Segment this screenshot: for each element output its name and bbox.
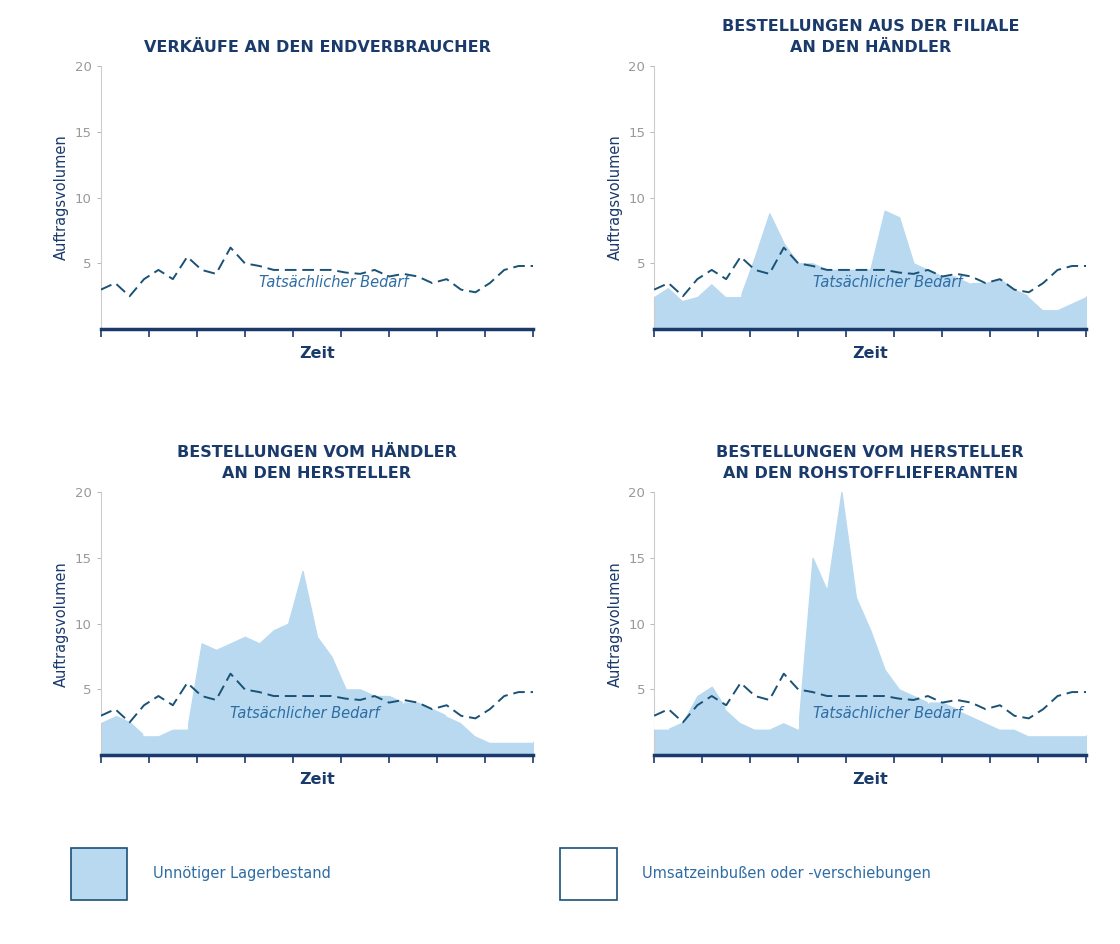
FancyBboxPatch shape xyxy=(560,848,617,900)
Y-axis label: Auftragsvolumen: Auftragsvolumen xyxy=(54,135,69,261)
X-axis label: Zeit: Zeit xyxy=(852,346,888,361)
Title: VERKÄUFE AN DEN ENDVERBRAUCHER: VERKÄUFE AN DEN ENDVERBRAUCHER xyxy=(143,41,491,55)
X-axis label: Zeit: Zeit xyxy=(299,346,335,361)
Title: BESTELLUNGEN VOM HERSTELLER
AN DEN ROHSTOFFLIEFERANTEN: BESTELLUNGEN VOM HERSTELLER AN DEN ROHST… xyxy=(717,446,1024,481)
Title: BESTELLUNGEN VOM HÄNDLER
AN DEN HERSTELLER: BESTELLUNGEN VOM HÄNDLER AN DEN HERSTELL… xyxy=(177,446,457,481)
Text: Unnötiger Lagerbestand: Unnötiger Lagerbestand xyxy=(153,867,330,881)
Text: Tatsächlicher Bedarf: Tatsächlicher Bedarf xyxy=(813,706,962,721)
Title: BESTELLUNGEN AUS DER FILIALE
AN DEN HÄNDLER: BESTELLUNGEN AUS DER FILIALE AN DEN HÄND… xyxy=(721,19,1019,55)
Text: Umsatzeinbußen oder -verschiebungen: Umsatzeinbußen oder -verschiebungen xyxy=(643,867,932,881)
Y-axis label: Auftragsvolumen: Auftragsvolumen xyxy=(54,561,69,686)
Text: Tatsächlicher Bedarf: Tatsächlicher Bedarf xyxy=(813,275,962,290)
Text: Tatsächlicher Bedarf: Tatsächlicher Bedarf xyxy=(231,706,380,721)
FancyBboxPatch shape xyxy=(71,848,128,900)
Y-axis label: Auftragsvolumen: Auftragsvolumen xyxy=(607,135,623,261)
Text: Tatsächlicher Bedarf: Tatsächlicher Bedarf xyxy=(260,275,409,290)
X-axis label: Zeit: Zeit xyxy=(852,772,888,787)
X-axis label: Zeit: Zeit xyxy=(299,772,335,787)
Y-axis label: Auftragsvolumen: Auftragsvolumen xyxy=(607,561,623,686)
